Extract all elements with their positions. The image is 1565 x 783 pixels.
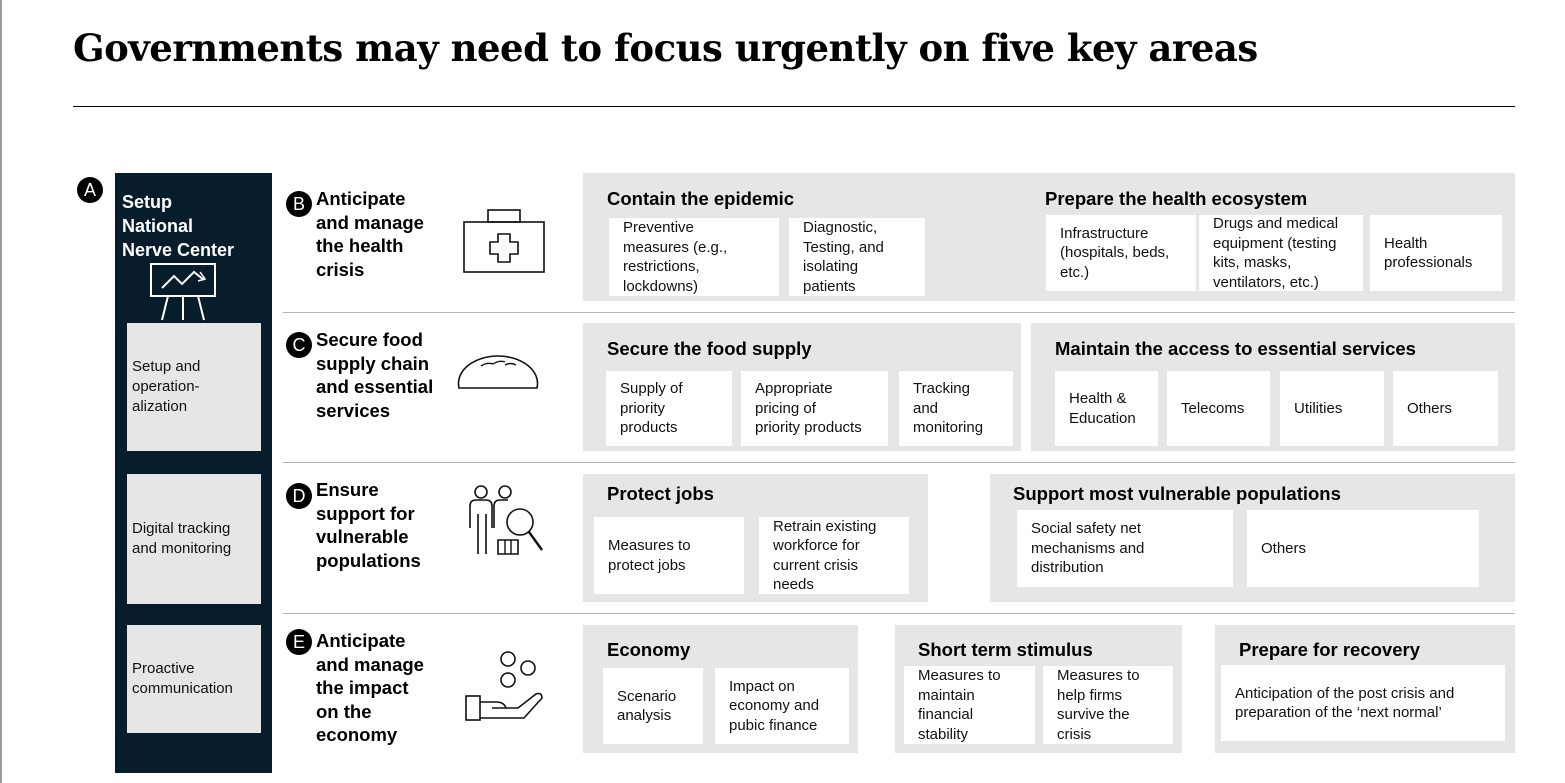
card-diagnostic-testing: Diagnostic, Testing, and isolating patie… <box>789 218 925 296</box>
card-utilities: Utilities <box>1280 371 1384 446</box>
card-telecoms: Telecoms <box>1167 371 1270 446</box>
page-title: Governments may need to focus urgently o… <box>73 26 1258 70</box>
panel-title-contain-epidemic: Contain the epidemic <box>607 188 795 209</box>
card-health-education: Health & Education <box>1055 371 1158 446</box>
nerve-item-tracking: Digital tracking and monitoring <box>127 474 261 604</box>
card-health-professionals: Health professionals <box>1370 215 1502 291</box>
panel-title-vulnerable-populations: Support most vulnerable populations <box>1013 483 1341 504</box>
row-title-health-crisis: Anticipate and manage the health crisis <box>316 188 424 280</box>
row-title-economy: Anticipate and manage the impact on the … <box>316 630 424 745</box>
title-divider <box>73 106 1515 107</box>
row-divider <box>283 613 1515 614</box>
hand-coins-icon <box>465 651 543 721</box>
page-frame-edge <box>0 0 2 783</box>
nerve-item-setup: Setup and operation- alization <box>127 323 261 451</box>
nerve-item-label: Proactive communication <box>132 660 233 697</box>
panel-title-food-supply: Secure the food supply <box>607 338 812 359</box>
card-measures-protect-jobs: Measures to protect jobs <box>594 517 744 594</box>
panel-title-health-ecosystem: Prepare the health ecosystem <box>1045 188 1308 209</box>
card-pricing-priority: Appropriate pricing of priority products <box>741 371 888 446</box>
card-financial-stability: Measures to maintain financial stability <box>904 666 1035 744</box>
presentation-chart-icon <box>150 263 216 321</box>
card-infrastructure: Infrastructure (hospitals, beds, etc.) <box>1046 215 1196 291</box>
card-anticipation-next-normal: Anticipation of the post crisis and prep… <box>1221 665 1505 741</box>
panel-title-essential-services: Maintain the access to essential service… <box>1055 338 1416 359</box>
nerve-center-title: Setup National Nerve Center <box>122 192 235 260</box>
badge-a: A <box>77 177 103 203</box>
card-others-vulnerable: Others <box>1247 510 1479 587</box>
card-others-services: Others <box>1393 371 1498 446</box>
row-title-vulnerable: Ensure support for vulnerable population… <box>316 479 421 571</box>
card-supply-priority: Supply of priority products <box>606 371 732 446</box>
card-tracking-monitoring: Tracking and monitoring <box>899 371 1013 446</box>
card-help-firms: Measures to help firms survive the crisi… <box>1043 666 1173 744</box>
nerve-item-label: Digital tracking and monitoring <box>132 520 232 557</box>
panel-title-prepare-recovery: Prepare for recovery <box>1239 639 1420 660</box>
card-preventive-measures: Preventive measures (e.g., restrictions,… <box>609 218 779 296</box>
badge-d: D <box>286 483 312 509</box>
people-search-icon <box>469 485 543 555</box>
badge-c: C <box>286 332 312 358</box>
panel-title-short-term-stimulus: Short term stimulus <box>918 639 1093 660</box>
card-retrain-workforce: Retrain existing workforce for current c… <box>759 517 909 594</box>
bread-icon <box>457 355 539 389</box>
row-divider <box>283 462 1515 463</box>
card-scenario-analysis: Scenario analysis <box>603 668 703 744</box>
card-drugs-equipment: Drugs and medical equipment (testing kit… <box>1199 215 1363 291</box>
row-title-food-supply: Secure food supply chain and essential s… <box>316 329 434 421</box>
nerve-item-label: Setup and operation- alization <box>132 358 201 415</box>
nerve-item-communication: Proactive communication <box>127 625 261 733</box>
medical-kit-icon <box>463 209 545 273</box>
panel-title-economy: Economy <box>607 639 691 660</box>
badge-b: B <box>286 191 312 217</box>
card-impact-economy: Impact on economy and pubic finance <box>715 668 849 744</box>
badge-e: E <box>286 629 312 655</box>
card-social-safety-net: Social safety net mechanisms and distrib… <box>1017 510 1233 587</box>
panel-title-protect-jobs: Protect jobs <box>607 483 714 504</box>
row-divider <box>283 312 1515 313</box>
